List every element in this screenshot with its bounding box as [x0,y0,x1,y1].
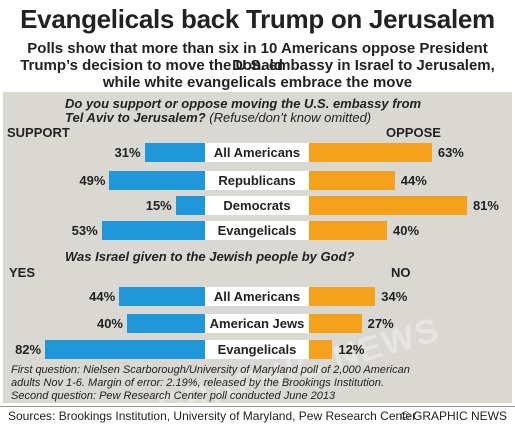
value-label-oppose: 81% [472,198,499,213]
question-1-line-2: Tel Aviv to Jerusalem? [65,110,206,125]
oppose-header: OPPOSE [386,125,441,140]
value-label-support: 53% [71,223,98,238]
bar-support [101,221,205,240]
value-label-oppose: 44% [400,173,427,188]
category-label: Republicans [205,171,309,190]
value-label-support: 15% [145,198,172,213]
chart-panel: GRAPHIC NEWS Do you support or oppose mo… [3,92,512,428]
value-label-yes: 82% [15,342,42,357]
bar-no [309,340,333,359]
value-label-yes: 40% [96,316,123,331]
brand-credit: © GRAPHIC NEWS [400,409,507,423]
footnote-line-1: First question: Nielsen Scarborough/Univ… [11,364,410,376]
bar-yes [119,287,205,306]
bar-support [175,196,205,215]
sources-bar: Sources: Brookings Institution, Universi… [0,406,515,429]
question-1-line-1: Do you support or oppose moving the U.S.… [65,96,422,111]
category-label: Evangelicals [205,340,309,359]
no-header: NO [391,265,411,280]
yes-header: YES [9,265,36,280]
subtitle-line-2: Trump’s decision to move the U.S. embass… [20,57,495,74]
question-2: Was Israel given to the Jewish people by… [65,249,355,264]
category-label: All Americans [205,143,309,162]
bar-no [309,314,362,333]
support-header: SUPPORT [7,125,70,140]
value-label-oppose: 40% [393,223,420,238]
category-label: All Americans [205,287,309,306]
subtitle-line-1: Polls show that more than six in 10 Amer… [27,40,488,74]
page-title: Evangelicals back Trump on Jerusalem [20,4,495,34]
category-label: Democrats [205,196,309,215]
bar-oppose [309,196,467,215]
bar-oppose [309,221,387,240]
value-label-oppose: 63% [437,145,464,160]
value-label-no: 27% [367,316,394,331]
bar-support [144,143,205,162]
footnote-line-2: adults Nov 1-6. Margin of error: 2.19%, … [11,377,384,389]
bar-no [309,287,376,306]
question-1-note: (Refuse/don’t know omitted) [209,110,372,125]
category-label: Evangelicals [205,221,309,240]
category-label: American Jews [205,314,309,333]
value-label-support: 49% [79,173,106,188]
subtitle-line-3: while white evangelicals embrace the mov… [102,74,413,91]
sources-text: Sources: Brookings Institution, Universi… [8,409,417,423]
bar-yes [45,340,205,359]
footnote-line-3: Second question: Pew Research Center pol… [11,390,336,402]
value-label-no: 34% [381,289,408,304]
value-label-yes: 44% [89,289,116,304]
bar-oppose [309,171,395,190]
bar-yes [127,314,205,333]
value-label-no: 12% [338,342,365,357]
value-label-support: 31% [114,145,141,160]
bar-oppose [309,143,432,162]
bar-support [109,171,205,190]
